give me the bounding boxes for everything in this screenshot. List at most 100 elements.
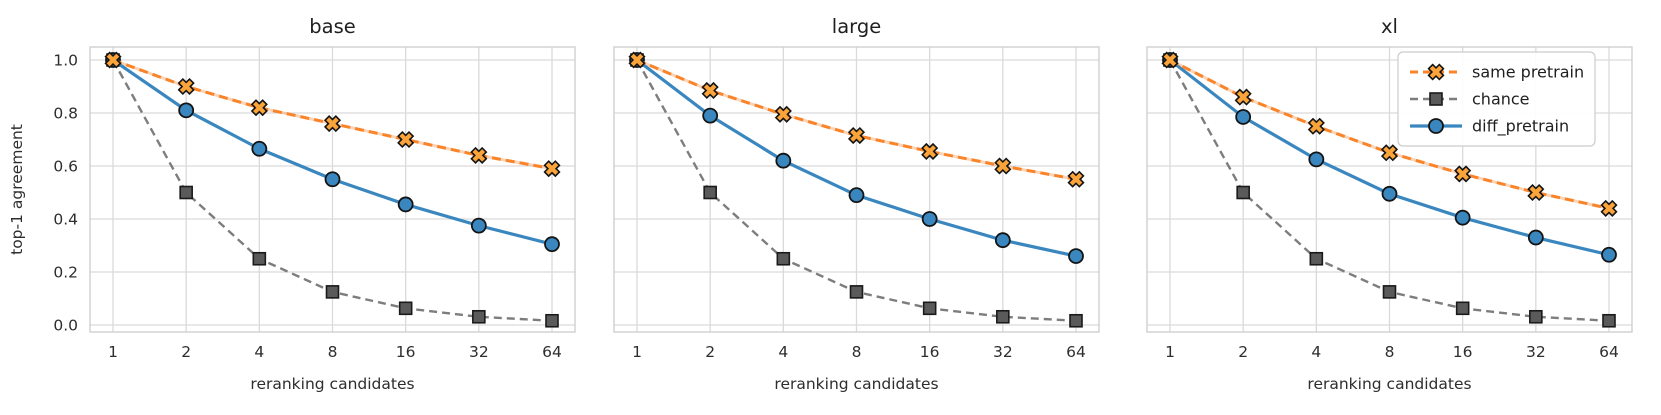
plot-border — [1146, 46, 1633, 333]
x-axis-label: reranking candidates — [1307, 375, 1471, 393]
x-tick-label: 2 — [705, 343, 715, 361]
series-marker-same-pretrain — [397, 130, 415, 149]
series-marker-chance — [472, 309, 486, 324]
chart-xl: xl 1 2 4 8 16 32 64 reranking candidates same pre… — [1146, 15, 1633, 393]
x-tick-label: 16 — [396, 343, 416, 361]
chart-base: base 1 2 4 8 16 32 64 reranking candidates 1.0 0.8… — [8, 15, 576, 393]
series-marker-chance — [703, 185, 717, 200]
series-marker-same-pretrain — [1161, 51, 1179, 69]
x-tick-label: 2 — [181, 343, 191, 361]
panel-title: xl — [1381, 15, 1398, 38]
x-tick-label: 1 — [632, 343, 642, 361]
legend-marker-sample — [1427, 63, 1445, 81]
series-marker-chance — [1309, 251, 1324, 266]
x-tick-label: 4 — [254, 343, 264, 361]
legend-marker-sample — [1429, 92, 1443, 106]
series-marker-same-pretrain — [104, 51, 122, 69]
x-tick-label: 8 — [1385, 343, 1395, 361]
x-tick-label: 1 — [1165, 343, 1175, 361]
series-marker-chance — [179, 185, 193, 200]
series-marker-chance — [1455, 301, 1470, 316]
series-marker-diff-pretrain — [1308, 151, 1325, 168]
series-marker-same-pretrain — [921, 142, 939, 160]
series-marker-same-pretrain — [177, 77, 195, 96]
series-marker-diff-pretrain — [775, 152, 792, 169]
series-marker-same-pretrain — [543, 160, 561, 178]
series-marker-diff-pretrain — [702, 107, 719, 124]
series-marker-diff-pretrain — [1454, 209, 1471, 226]
legend-entry-same-pretrain: same pretrain — [1410, 63, 1584, 82]
x-tick-label: 16 — [920, 343, 940, 361]
x-tick-label: 32 — [1526, 343, 1546, 361]
x-tick-label: 64 — [542, 343, 562, 361]
series-marker-diff-pretrain — [1601, 246, 1617, 263]
series-marker-same-pretrain — [1527, 183, 1545, 202]
x-axis-label: reranking candidates — [250, 375, 414, 393]
y-axis-label: top-1 agreement — [8, 124, 26, 255]
series-marker-same-pretrain — [701, 81, 719, 100]
legend-marker-sample — [1428, 118, 1444, 134]
panel-title: large — [832, 15, 881, 38]
series-marker-same-pretrain — [1307, 117, 1325, 135]
plot-border — [89, 46, 576, 333]
x-tick-label: 4 — [778, 343, 788, 361]
series-marker-chance — [325, 285, 340, 299]
series-marker-chance — [922, 301, 937, 316]
series-marker-chance — [776, 251, 791, 266]
legend-label: same pretrain — [1472, 63, 1584, 82]
y-tick-label: 0.0 — [53, 317, 78, 335]
series-marker-same-pretrain — [628, 51, 646, 69]
series-marker-same-pretrain — [1067, 170, 1085, 188]
series-marker-diff-pretrain — [1235, 109, 1252, 125]
series-marker-diff-pretrain — [544, 236, 560, 253]
x-tick-label: 16 — [1453, 343, 1473, 361]
x-tick-label: 1 — [108, 343, 118, 361]
legend-box — [1397, 51, 1596, 147]
series-marker-same-pretrain — [847, 126, 866, 145]
y-tick-label: 0.2 — [53, 264, 78, 282]
legend: same pretrain chance diff_pretrain — [1397, 51, 1596, 147]
series-marker-chance — [1236, 185, 1250, 200]
panel-base: base 1 2 4 8 16 32 64 reranking candidates 1.0 0.8… — [0, 0, 595, 415]
series-marker-diff-pretrain — [251, 140, 268, 157]
chart-large: large 1 2 4 8 16 32 64 reranking candidates — [613, 15, 1100, 393]
legend-entry-chance: chance — [1410, 90, 1530, 109]
series-marker-diff-pretrain — [324, 171, 341, 188]
x-tick-label: 8 — [852, 343, 862, 361]
series-marker-diff-pretrain — [397, 196, 414, 213]
x-tick-label: 64 — [1066, 343, 1086, 361]
series-marker-chance — [398, 301, 413, 316]
series-marker-same-pretrain — [1600, 199, 1618, 217]
x-tick-label: 2 — [1238, 343, 1248, 361]
series-marker-chance — [252, 251, 267, 266]
series-marker-diff-pretrain — [994, 232, 1011, 249]
series-marker-same-pretrain — [470, 146, 488, 164]
series-marker-diff-pretrain — [921, 211, 938, 227]
panel-xl: xl 1 2 4 8 16 32 64 reranking candidates same pre… — [1128, 0, 1661, 415]
series-marker-diff-pretrain — [1527, 229, 1544, 246]
x-tick-label: 8 — [328, 343, 338, 361]
series-marker-chance — [545, 313, 559, 328]
panel-title: base — [309, 15, 355, 38]
series-marker-chance — [849, 285, 864, 299]
series-marker-diff-pretrain — [1381, 185, 1398, 202]
series-marker-chance — [996, 309, 1010, 324]
series-marker-same-pretrain — [1380, 144, 1399, 162]
legend-entry-diff-pretrain: diff_pretrain — [1410, 117, 1569, 137]
series-marker-same-pretrain — [250, 99, 268, 117]
series-marker-same-pretrain — [994, 157, 1012, 175]
panel-large: large 1 2 4 8 16 32 64 reranking candidates — [595, 0, 1128, 415]
x-tick-label: 64 — [1599, 343, 1619, 361]
series-marker-chance — [1382, 285, 1397, 299]
x-tick-label: 32 — [469, 343, 489, 361]
x-axis-label: reranking candidates — [774, 375, 938, 393]
series-marker-chance — [1069, 313, 1083, 328]
series-marker-same-pretrain — [1454, 165, 1472, 183]
y-tick-label: 1.0 — [53, 52, 78, 70]
legend-label: chance — [1472, 90, 1530, 109]
series-marker-chance — [1529, 309, 1543, 324]
y-tick-label: 0.4 — [53, 211, 78, 229]
series-marker-same-pretrain — [323, 115, 342, 133]
series-marker-diff-pretrain — [848, 187, 865, 204]
series-marker-diff-pretrain — [470, 217, 487, 234]
